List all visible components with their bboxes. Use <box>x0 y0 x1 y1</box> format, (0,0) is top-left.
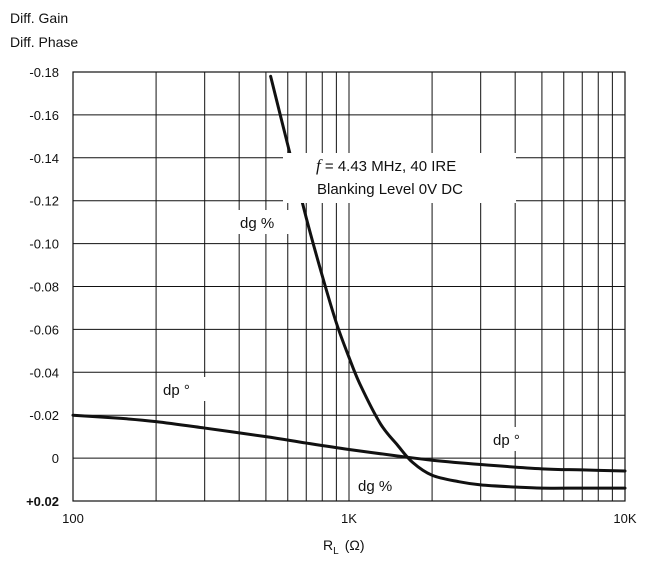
ylabel-line-2: Diff. Phase <box>10 34 78 50</box>
x-axis-sub: L <box>333 546 339 557</box>
dg-label-upper: dg % <box>240 215 274 232</box>
x-tick-label: 1K <box>341 511 357 526</box>
condition-text-1: f = 4.43 MHz, 40 IRE <box>316 156 456 175</box>
plot-frame <box>72 71 626 502</box>
y-tick-label: -0.10 <box>29 237 59 252</box>
y-tick-label: -0.16 <box>29 108 59 123</box>
dp-label-left-box <box>158 377 208 401</box>
grid <box>73 71 625 502</box>
series-lines <box>71 74 627 490</box>
y-tick-labels: -0.18 -0.16 -0.14 -0.12 -0.10 -0.08 -0.06 -0.04… <box>26 65 59 509</box>
x-axis-unit: (Ω) <box>345 537 365 553</box>
y-tick-label: -0.14 <box>29 151 59 166</box>
condition-line-2: Blanking Level 0V DC <box>317 181 463 198</box>
x-axis-title: RL (Ω) <box>323 537 364 557</box>
dg-label-upper-box <box>236 210 294 234</box>
dp-label-left: dp ° <box>163 382 190 399</box>
y-tick-label: -0.06 <box>29 322 59 337</box>
y-tick-label: 0 <box>52 451 59 466</box>
series-dg-line <box>269 74 627 490</box>
series-dp-line <box>71 413 627 473</box>
condition-line-1: = 4.43 MHz, 40 IRE <box>321 158 456 175</box>
x-axis-main: R <box>323 537 333 553</box>
y-tick-label: +0.02 <box>26 494 59 509</box>
x-tick-label: 10K <box>613 511 636 526</box>
y-tick-label: -0.12 <box>29 194 59 209</box>
y-tick-label: -0.08 <box>29 280 59 295</box>
x-tick-label: 100 <box>62 511 84 526</box>
y-tick-label: -0.02 <box>29 408 59 423</box>
dg-label-lower-box <box>354 474 404 498</box>
ylabel-line-1: Diff. Gain <box>10 10 68 26</box>
dg-label-lower: dg % <box>358 478 392 495</box>
plot-border <box>72 71 626 502</box>
dp-label-right-box <box>488 427 538 451</box>
frequency-symbol: f <box>316 156 323 175</box>
x-tick-labels: 100 1K 10K <box>62 511 637 526</box>
dp-label-right: dp ° <box>493 432 520 449</box>
condition-box <box>283 153 516 203</box>
y-tick-label: -0.04 <box>29 365 59 380</box>
y-tick-label: -0.18 <box>29 65 59 80</box>
